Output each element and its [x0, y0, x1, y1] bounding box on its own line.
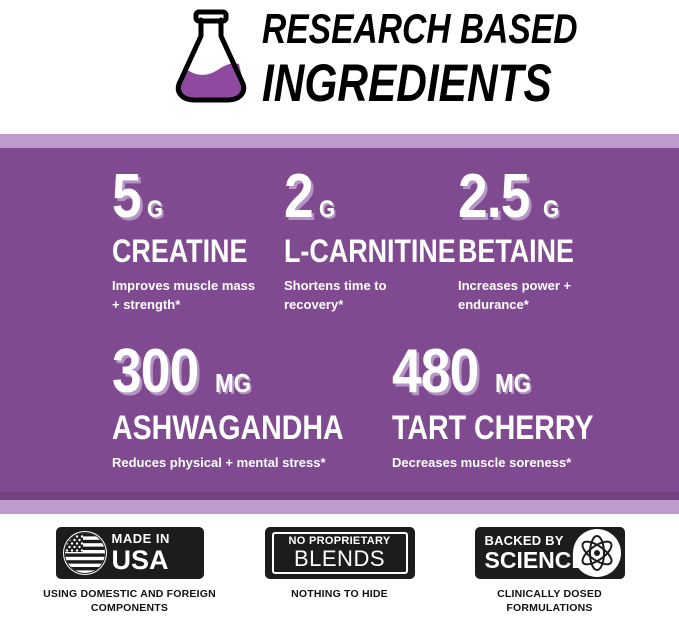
- header-title-block: RESEARCH BASED INGREDIENTS: [262, 2, 578, 113]
- badge-plate: NO PROPRIETARY BLENDS: [264, 527, 415, 579]
- badge-no-proprietary-blends: NO PROPRIETARY BLENDS NOTHING TO HIDE: [247, 527, 433, 601]
- ingredient-card-betaine: 2.5 G BETAINE Increases power + enduranc…: [458, 166, 628, 315]
- badge-line-1: BACKED BY: [484, 533, 564, 548]
- ingredient-amount: 2.5 G: [458, 166, 628, 228]
- ingredient-name: L-CARNITINE: [284, 233, 456, 269]
- badge-plate: MADE IN USA: [55, 527, 204, 579]
- atom-icon: [572, 529, 621, 577]
- ingredient-description: Increases power + endurance*: [458, 278, 572, 312]
- header-title-line-1: RESEARCH BASED: [262, 5, 578, 52]
- badge-caption: NOTHING TO HIDE: [291, 588, 388, 600]
- badge-text: MADE IN USA: [112, 532, 200, 574]
- ingredient-description: Improves muscle mass + strength*: [112, 278, 256, 312]
- ingredients-panel: [0, 148, 679, 500]
- badge-line-1: MADE IN: [111, 531, 170, 546]
- ingredient-row-top: 5 G CREATINE Improves muscle mass + stre…: [0, 166, 679, 315]
- ingredient-name: CREATINE: [112, 233, 248, 269]
- panel-top-accent-band: [0, 134, 679, 148]
- ingredient-card-l-carnitine: 2 G L-CARNITINE Shortens time to recover…: [284, 166, 458, 315]
- ingredient-card-tart-cherry: 480 MG TART CHERRY Decreases muscle sore…: [392, 341, 652, 473]
- amount-unit: G: [147, 196, 164, 223]
- ingredient-description: Shortens time to recovery*: [284, 278, 387, 312]
- usa-flag-circle-icon: [62, 531, 107, 575]
- amount-value: 2: [284, 162, 314, 231]
- ingredient-name: TART CHERRY: [392, 409, 594, 447]
- badge-line-2: SCIENCE: [484, 547, 587, 573]
- badge-line-2: USA: [111, 545, 169, 575]
- badge-caption: USING DOMESTIC AND FOREIGN COMPONENTS: [43, 588, 216, 615]
- ingredient-name: ASHWAGANDHA: [112, 409, 344, 447]
- badge-plate: BACKED BY SCIENCE: [474, 527, 625, 579]
- amount-value: 300: [112, 337, 199, 406]
- badge-caption: CLINICALLY DOSED FORMULATIONS: [497, 588, 602, 615]
- amount-value: 5: [112, 162, 142, 231]
- badge-text: BACKED BY SCIENCE: [485, 534, 587, 572]
- amount-value: 480: [392, 337, 479, 406]
- ingredient-description: Reduces physical + mental stress*: [112, 455, 326, 470]
- ingredient-amount: 2 G: [284, 166, 458, 228]
- ingredient-amount: 480 MG: [392, 341, 652, 403]
- header-banner: RESEARCH BASED INGREDIENTS: [0, 0, 679, 134]
- amount-unit: MG: [495, 368, 532, 398]
- badge-line-1: NO PROPRIETARY: [288, 535, 391, 547]
- ingredient-card-ashwagandha: 300 MG ASHWAGANDHA Reduces physical + me…: [112, 341, 392, 473]
- ingredient-row-bottom: 300 MG ASHWAGANDHA Reduces physical + me…: [0, 341, 679, 473]
- erlenmeyer-flask-icon: [163, 6, 259, 106]
- ingredient-name: BETAINE: [458, 233, 574, 269]
- panel-bottom-shade: [0, 492, 679, 500]
- badge-made-in-usa: MADE IN USA USING DOMESTIC AND FOREIGN C…: [37, 527, 223, 615]
- badge-backed-by-science: BACKED BY SCIENCE CLINICALLY DOSED FORMU…: [457, 527, 643, 615]
- amount-unit: G: [319, 196, 336, 223]
- trust-badges-row: MADE IN USA USING DOMESTIC AND FOREIGN C…: [0, 527, 679, 631]
- ingredient-amount: 300 MG: [112, 341, 392, 403]
- amount-value: 2.5: [458, 162, 530, 231]
- badge-inner-frame: NO PROPRIETARY BLENDS: [271, 532, 408, 574]
- ingredient-amount: 5 G: [112, 166, 284, 228]
- ingredient-description: Decreases muscle soreness*: [392, 455, 572, 470]
- amount-unit: MG: [215, 368, 252, 398]
- amount-unit: G: [543, 196, 560, 223]
- ingredient-card-creatine: 5 G CREATINE Improves muscle mass + stre…: [112, 166, 284, 315]
- panel-bottom-accent-band: [0, 500, 679, 514]
- header-title-line-2: INGREDIENTS: [262, 54, 552, 113]
- badge-line-2: BLENDS: [293, 546, 386, 571]
